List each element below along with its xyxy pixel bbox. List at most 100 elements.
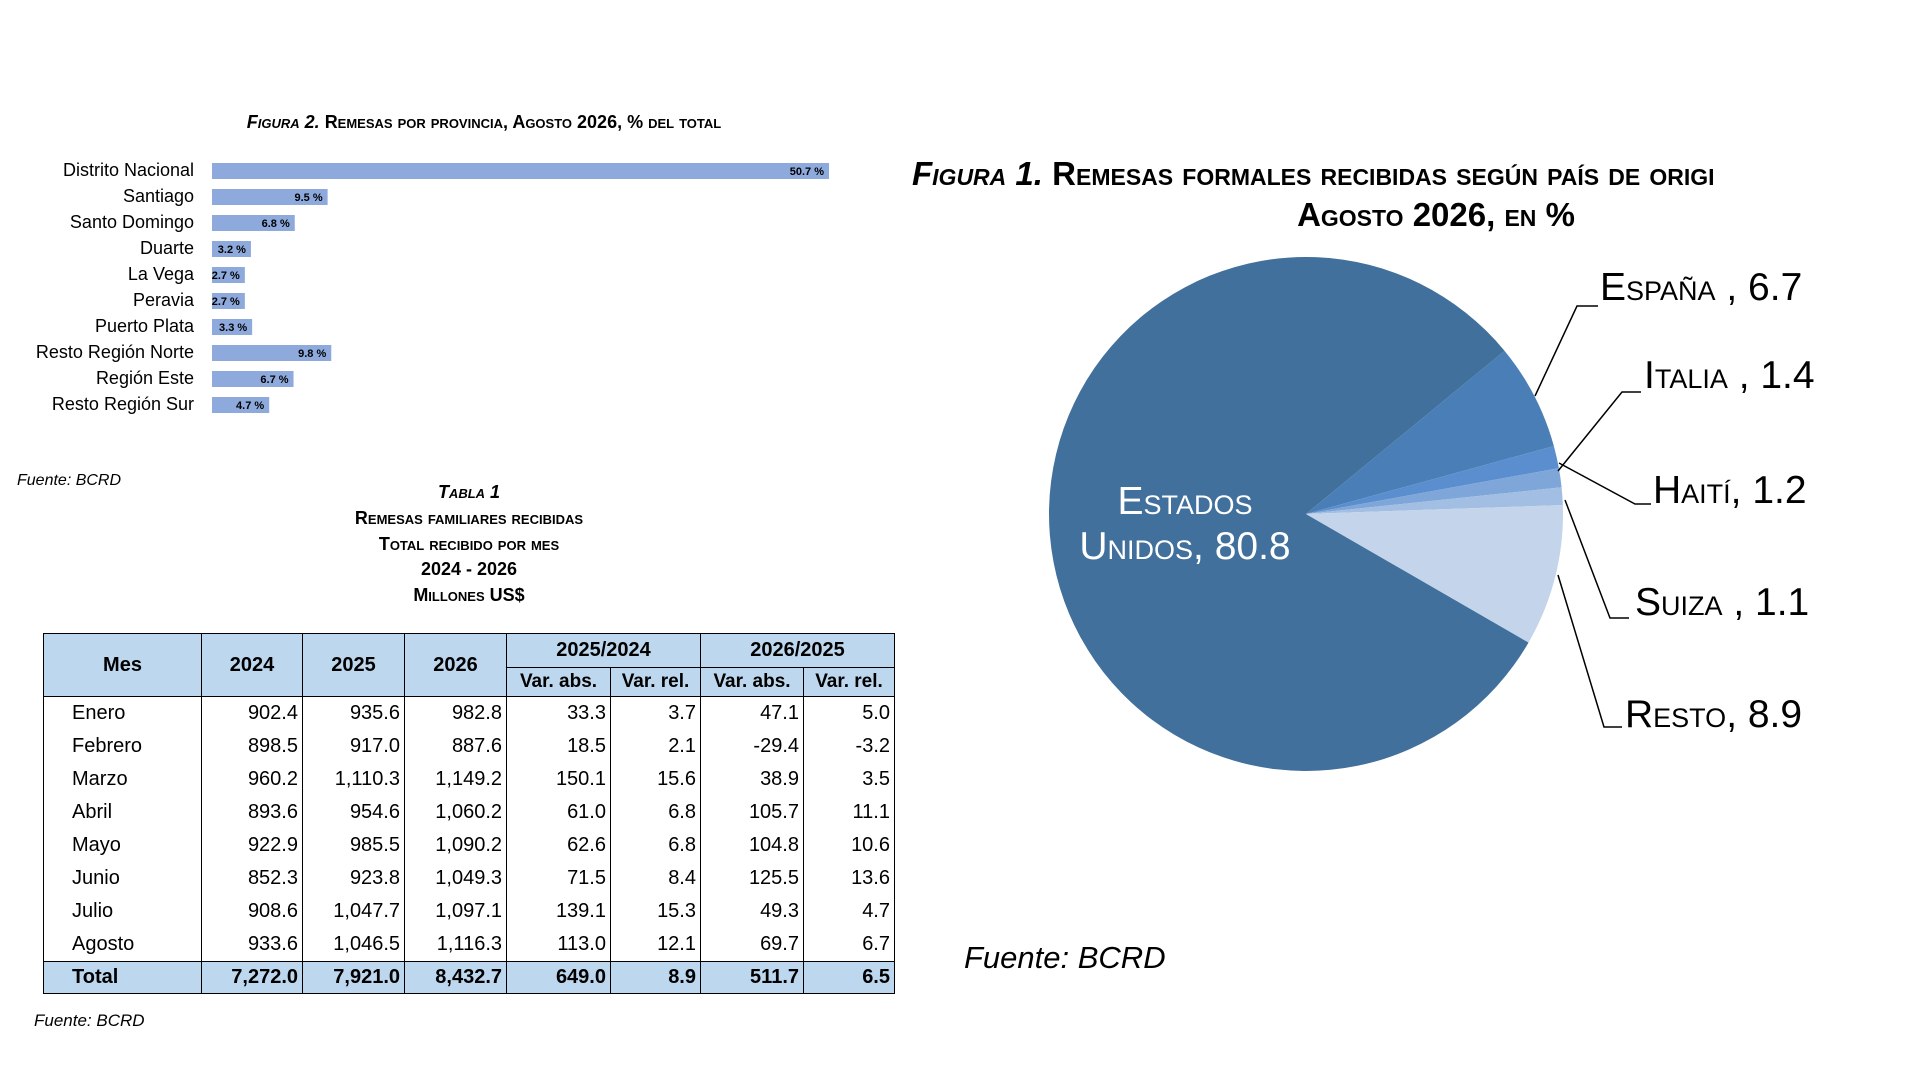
total-cell: 6.5 — [803, 961, 895, 994]
header-cell: 2026 — [404, 633, 507, 697]
bar — [212, 397, 270, 413]
caption-line: Tabla 1 — [437, 482, 501, 502]
category-label: La Vega — [128, 264, 195, 284]
table-cell: 125.5 — [700, 862, 804, 895]
total-cell: 7,921.0 — [302, 961, 405, 994]
table-cell: 935.6 — [302, 696, 405, 730]
bar — [212, 319, 253, 335]
bar — [212, 345, 332, 361]
total-cell: 649.0 — [506, 961, 611, 994]
value-label: 9.8 % — [298, 348, 326, 360]
caption-line: Remesas familiares recibidas — [354, 507, 584, 528]
header-cell: Mes — [43, 633, 202, 697]
table-cell: -3.2 — [803, 730, 895, 763]
value-label: 3.2 % — [218, 244, 246, 256]
pie-slice — [1306, 446, 1559, 514]
table-cell: 922.9 — [201, 829, 303, 862]
table-cell: 33.3 — [506, 696, 611, 730]
table-cell: 47.1 — [700, 696, 804, 730]
table-cell: 13.6 — [803, 862, 895, 895]
subheader-cell: Var. rel. — [803, 667, 895, 697]
subheader-cell: Var. abs. — [506, 667, 611, 697]
bar — [212, 241, 251, 257]
table-cell: Junio — [43, 862, 202, 895]
table-cell: 982.8 — [404, 696, 507, 730]
leader-line — [1534, 305, 1598, 397]
header-cell: 2026/2025 — [700, 633, 895, 668]
subheader-cell: Var. abs. — [700, 667, 804, 697]
bar — [212, 267, 245, 283]
total-cell: 8,432.7 — [404, 961, 507, 994]
table-cell: Enero — [43, 696, 202, 730]
value-label: 9.5 % — [294, 192, 322, 204]
bar-source: Fuente: BCRD — [17, 472, 122, 489]
category-label: Resto Región Sur — [52, 394, 194, 414]
table-cell: 3.5 — [803, 763, 895, 796]
table-row: Abril 893.6 954.6 1,060.2 61.0 6.8 105.7 11.1 — [43, 796, 895, 829]
table-cell: 71.5 — [506, 862, 611, 895]
table-cell: 18.5 — [506, 730, 611, 763]
bar — [212, 189, 328, 205]
table-cell: 11.1 — [803, 796, 895, 829]
table-cell: 954.6 — [302, 796, 405, 829]
bar — [212, 293, 245, 309]
table-cell: 38.9 — [700, 763, 804, 796]
pie-slice — [1306, 350, 1554, 514]
category-label: Duarte — [140, 238, 194, 258]
table-row: Febrero 898.5 917.0 887.6 18.5 2.1 -29.4 -3.2 — [43, 730, 895, 763]
table-row: Marzo 960.2 1,110.3 1,149.2 150.1 15.6 38.9 3.5 — [43, 763, 895, 796]
table-cell: 923.8 — [302, 862, 405, 895]
caption-line: Millones US$ — [413, 585, 525, 606]
table-cell: 1,149.2 — [404, 763, 507, 796]
value-label: 3.3 % — [219, 322, 247, 334]
pie-label: Estados Unidos, 80.8 — [1079, 480, 1291, 568]
total-cell: Total — [43, 961, 202, 994]
category-label: Santo Domingo — [70, 212, 194, 232]
table-cell: 887.6 — [404, 730, 507, 763]
bar — [212, 371, 294, 387]
table-cell: Agosto — [43, 928, 202, 962]
pie-slice — [1049, 256, 1529, 771]
header-cell: 2025/2024 — [506, 633, 701, 668]
header-cell: 2025 — [302, 633, 405, 697]
table-cell: 917.0 — [302, 730, 405, 763]
table-cell: 908.6 — [201, 895, 303, 928]
leader-line — [1557, 391, 1641, 472]
title-text: Remesas formales recibidas según país de… — [1052, 155, 1715, 192]
table-cell: 2.1 — [610, 730, 701, 763]
table-cell: 1,046.5 — [302, 928, 405, 962]
value-label: 2.7 % — [212, 270, 240, 282]
table-row: Junio 852.3 923.8 1,049.3 71.5 8.4 125.5 13.6 — [43, 862, 895, 895]
value-label: 6.8 % — [262, 218, 290, 230]
pie-slice — [1306, 487, 1563, 514]
table-cell: 1,060.2 — [404, 796, 507, 829]
bar — [212, 163, 830, 179]
table-cell: 902.4 — [201, 696, 303, 730]
table-cell: -29.4 — [700, 730, 804, 763]
bar-title: Figura 2. Remesas por provincia, Agosto … — [0, 112, 968, 133]
value-label: 2.7 % — [212, 296, 240, 308]
leader-line — [1564, 499, 1629, 619]
pie-slice — [1306, 468, 1562, 514]
header-cell: 2024 — [201, 633, 303, 697]
total-cell: 511.7 — [700, 961, 804, 994]
subheader-row: Var. abs. Var. rel. Var. abs. Var. rel. — [44, 667, 895, 697]
bar — [212, 215, 295, 231]
table-cell: Abril — [43, 796, 202, 829]
header-row: Mes 2024 2025 2026 2025/2024 2026/2025 — [43, 633, 895, 697]
caption-line: Total recibido por mes — [378, 533, 560, 554]
table-cell: 985.5 — [302, 829, 405, 862]
table-cell: 61.0 — [506, 796, 611, 829]
table-cell: 105.7 — [700, 796, 804, 829]
value-label: 50.7 % — [790, 166, 824, 178]
table-cell: 8.4 — [610, 862, 701, 895]
pie-title: Figura 1. Remesas formales recibidas seg… — [912, 155, 1715, 193]
title-text: Remesas por provincia, Agosto 2026, % de… — [324, 112, 722, 132]
table: Mes 2024 2025 2026 2025/2024 2026/2025 Var. ab… — [43, 633, 895, 994]
category-label: Peravia — [133, 290, 195, 310]
table-cell: Febrero — [43, 730, 202, 763]
leader-line — [1557, 574, 1622, 728]
table-cell: 5.0 — [803, 696, 895, 730]
table-row: Enero 902.4 935.6 982.8 33.3 3.7 47.1 5.0 — [43, 696, 895, 730]
